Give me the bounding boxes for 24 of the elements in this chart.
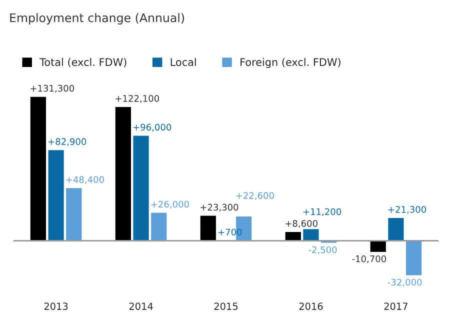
data-label: +23,300 (200, 204, 238, 212)
data-label: +82,900 (48, 138, 86, 146)
chart-title: Employment change (Annual) (10, 13, 184, 25)
data-label: +22,600 (236, 192, 274, 200)
bar (198, 214, 218, 242)
data-label: +21,300 (388, 206, 426, 214)
data-label: +26,000 (151, 200, 189, 209)
legend-label: Local (170, 58, 196, 66)
data-label: +96,000 (133, 124, 172, 132)
data-label: +122,100 (116, 94, 159, 103)
x-tick-label: 2014 (129, 302, 153, 310)
x-tick-label: 2016 (299, 302, 323, 310)
data-label: -10,700 (352, 255, 386, 264)
legend-label: Total (excl. FDW) (40, 58, 126, 68)
data-label: +8,600 (286, 220, 318, 228)
data-label: +131,300 (30, 84, 74, 93)
x-tick-label: 2015 (214, 302, 238, 310)
x-tick-label: 2013 (44, 302, 68, 310)
x-tick-label: 2017 (384, 302, 408, 310)
data-label: -2,500 (308, 246, 337, 254)
data-label: +11,200 (303, 208, 342, 216)
data-label: +48,400 (66, 176, 104, 184)
data-label: -32,000 (388, 278, 422, 287)
legend-label: Foreign (excl. FDW) (240, 58, 340, 68)
